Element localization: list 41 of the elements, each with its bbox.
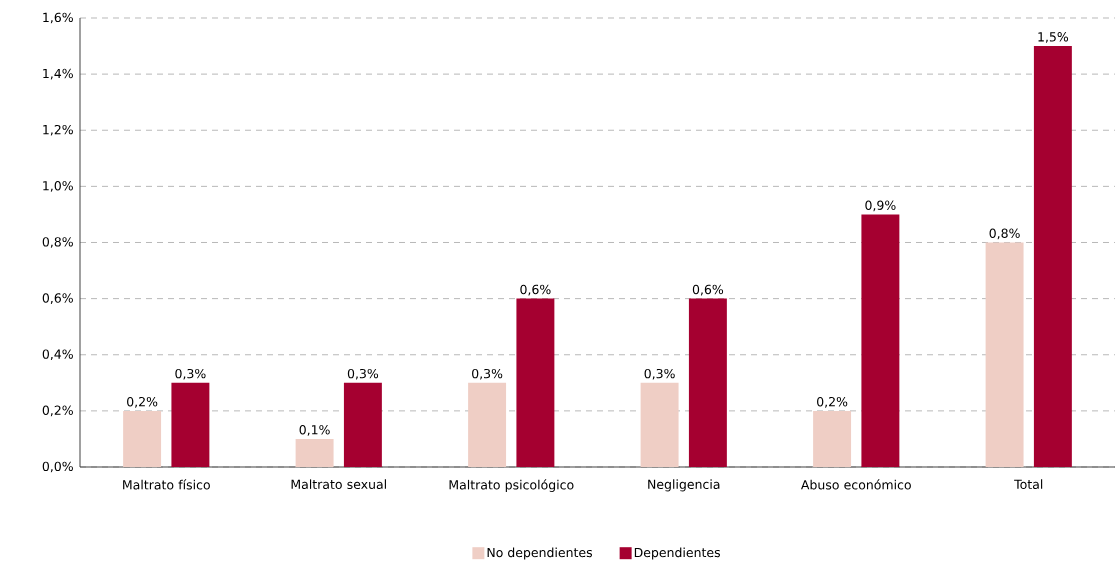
data-label: 0,1% xyxy=(299,425,330,436)
bar xyxy=(171,382,210,467)
bar xyxy=(861,214,900,467)
y-tick-label: 0,2% xyxy=(42,405,73,417)
x-tick-label: Abuso económico xyxy=(800,479,911,490)
data-label: 0,3% xyxy=(644,368,675,380)
bar xyxy=(1033,46,1072,467)
bar xyxy=(985,242,1024,467)
data-label: 0,6% xyxy=(692,284,724,296)
bar xyxy=(813,410,852,467)
y-tick-label: 0,4% xyxy=(42,349,73,361)
data-label: 0,3% xyxy=(347,368,379,380)
y-tick-label: 0,0% xyxy=(42,461,73,473)
bar xyxy=(640,382,679,467)
bar xyxy=(516,298,555,467)
data-label: 1,5% xyxy=(1038,32,1069,43)
bar xyxy=(688,298,727,467)
x-tick-label: Total xyxy=(1014,479,1043,490)
data-label: 0,8% xyxy=(989,228,1020,240)
legend-label: No dependientes xyxy=(487,547,593,560)
x-tick-label: Maltrato sexual xyxy=(291,479,386,490)
data-label: 0,2% xyxy=(127,396,158,408)
y-tick-label: 1,4% xyxy=(43,68,73,80)
y-tick-label: 0,6% xyxy=(42,293,73,304)
data-label: 0,9% xyxy=(865,200,896,212)
y-tick-label: 1,2% xyxy=(43,124,73,136)
x-tick-label: Negligencia xyxy=(648,479,720,492)
data-label: 0,6% xyxy=(520,284,551,296)
data-label: 0,3% xyxy=(175,368,206,380)
legend-label: Dependientes xyxy=(634,547,720,560)
bar xyxy=(123,410,162,467)
data-label: 0,2% xyxy=(817,396,848,408)
x-tick-label: Maltrato físico xyxy=(123,479,210,490)
x-tick-label: Maltrato psicológico xyxy=(449,479,574,492)
y-tick-label: 1,6% xyxy=(43,12,73,24)
bar xyxy=(295,438,334,467)
bar xyxy=(343,382,382,467)
data-label: 0,3% xyxy=(472,368,503,380)
bar xyxy=(468,382,507,467)
y-tick-label: 1,0% xyxy=(43,181,73,192)
y-tick-label: 0,8% xyxy=(42,237,73,248)
